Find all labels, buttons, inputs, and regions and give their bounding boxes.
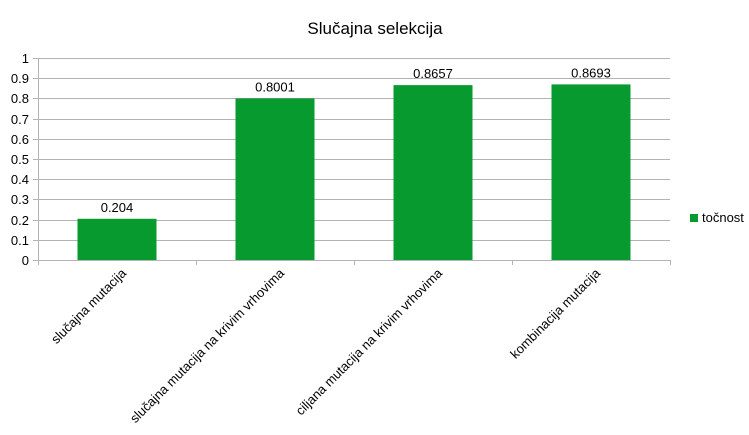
legend-label: točnost: [702, 210, 744, 225]
chart-title: Slučajna selekcija: [307, 19, 443, 38]
bar: [235, 98, 315, 261]
y-tick-label: 0.4: [11, 172, 29, 187]
x-category-label: ciljana mutacija na krivim vrhovima: [292, 265, 445, 418]
bar: [77, 218, 157, 260]
y-tick-label: 0.5: [11, 152, 29, 167]
y-tick-label: 0.7: [11, 112, 29, 127]
data-label: 0.8001: [255, 79, 295, 94]
legend-swatch: [690, 214, 698, 222]
data-label: 0.204: [101, 200, 134, 215]
y-tick-label: 0.6: [11, 132, 29, 147]
data-label: 0.8657: [413, 66, 453, 81]
y-tick-label: 0.9: [11, 71, 29, 86]
bar: [551, 84, 631, 260]
bar: [393, 85, 473, 260]
legend: točnost: [690, 210, 744, 225]
y-tick-label: 0: [22, 253, 29, 268]
y-tick-label: 0.8: [11, 91, 29, 106]
y-axis: 0 0.1 0.2 0.3 0.4 0.5 0.6 0.7 0.8 0.9 1: [11, 51, 39, 268]
data-label: 0.8693: [571, 65, 611, 80]
y-tick-label: 0.1: [11, 233, 29, 248]
x-category-label: slučajna mutacija: [48, 265, 130, 347]
y-tick-label: 0.2: [11, 213, 29, 228]
x-category-label: kombinacija mutacija: [507, 265, 603, 361]
y-tick-label: 1: [22, 51, 29, 66]
y-tick-label: 0.3: [11, 192, 29, 207]
bars: 0.204 0.8001 0.8657 0.8693: [77, 65, 631, 261]
x-category-label: slučajna mutacija na krivim vrhovima: [127, 265, 288, 426]
